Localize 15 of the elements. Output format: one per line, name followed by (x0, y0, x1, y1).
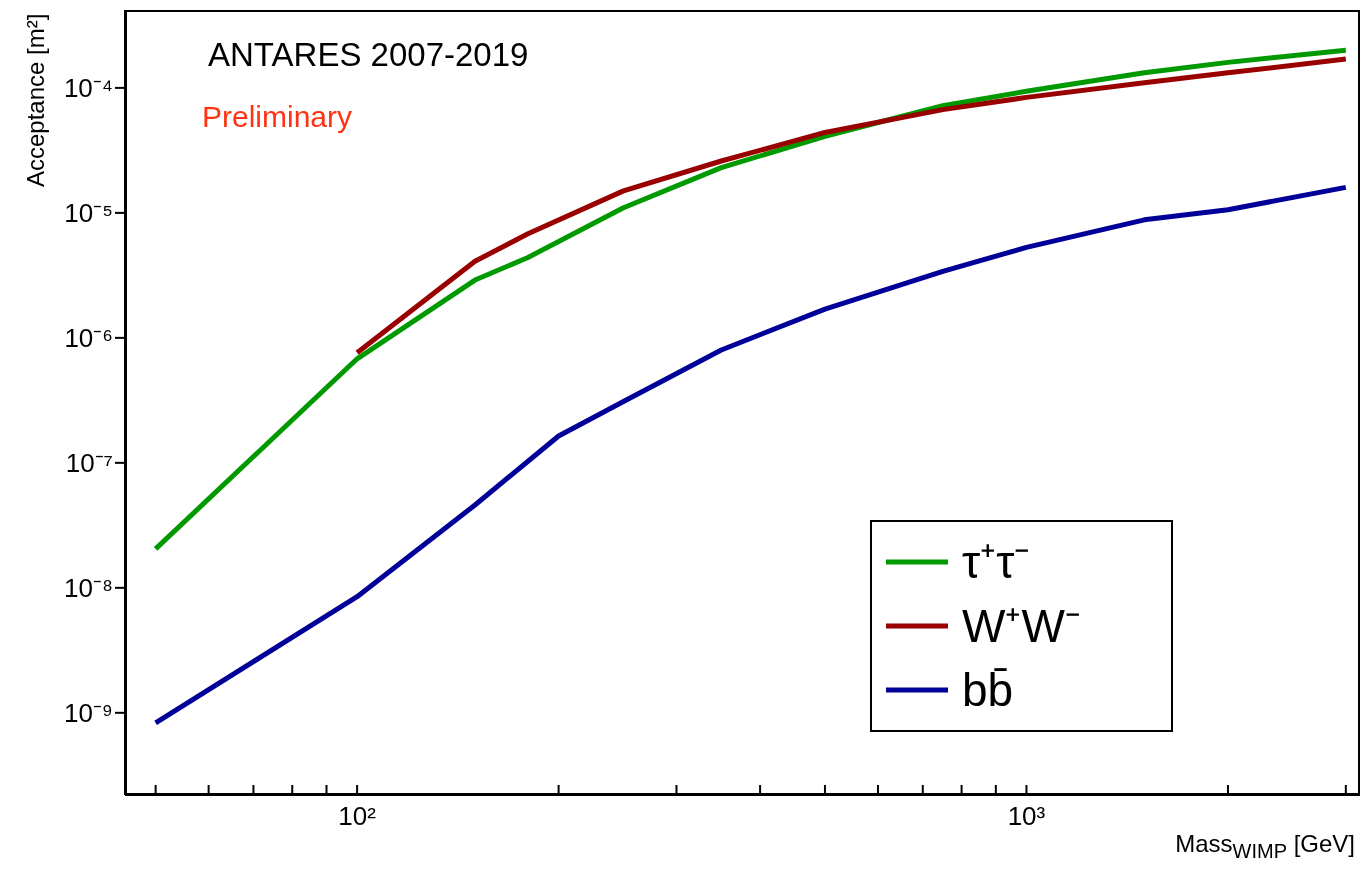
y-axis-title: Acceptance [m²] (22, 14, 50, 190)
y-tick-label: 10⁻⁷ (65, 448, 113, 479)
legend-label: W⁺W⁻ (962, 599, 1081, 654)
annotation: ANTARES 2007-2019 (208, 36, 529, 74)
legend-label: bb̄ (962, 663, 1014, 718)
legend-label: τ⁺τ⁻ (962, 535, 1031, 590)
y-tick-label: 10⁻⁹ (63, 698, 113, 729)
annotation: Preliminary (202, 100, 353, 134)
x-axis-title: Mass$_{WIMP}$ [GeV] (1175, 830, 1355, 863)
y-tick-label: 10⁻⁶ (64, 323, 113, 354)
y-tick-label: 10⁻⁵ (64, 198, 113, 229)
y-tick-label: 10⁻⁸ (64, 573, 113, 604)
x-tick-label: 10³ (1007, 801, 1046, 832)
x-tick-label: 10² (338, 801, 377, 832)
y-tick-label: 10⁻⁴ (63, 73, 113, 104)
